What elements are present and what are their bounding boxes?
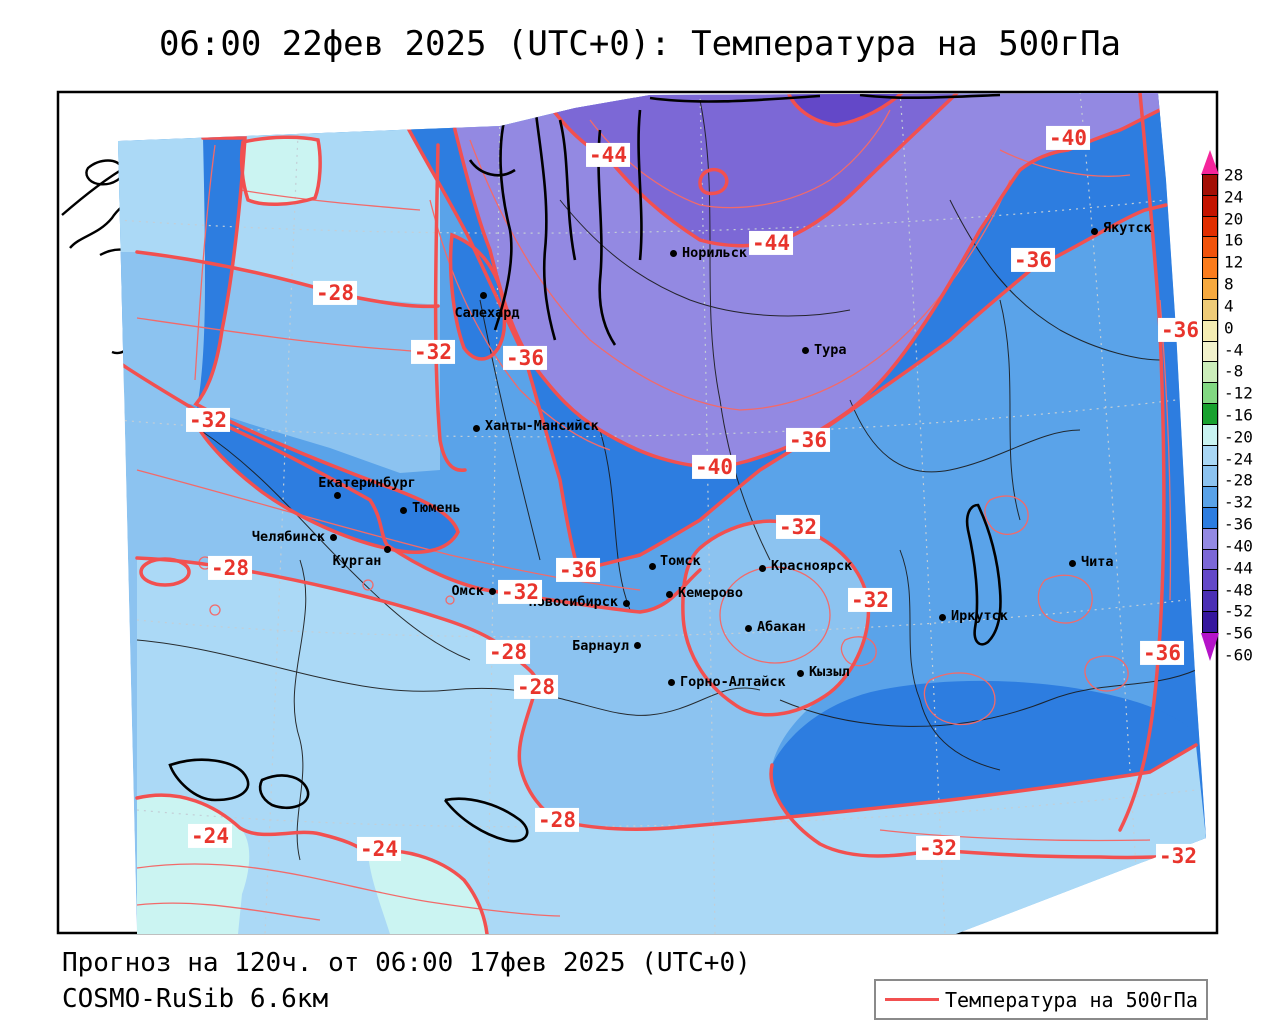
colorbar-band xyxy=(1202,382,1218,404)
colorbar-band xyxy=(1202,486,1218,508)
colorbar-tick: 16 xyxy=(1224,230,1244,250)
model-info: COSMO-RuSib 6.6км xyxy=(62,984,329,1014)
legend-label: Температура на 500гПа xyxy=(945,987,1198,1012)
colorbar-tick: 0 xyxy=(1224,318,1234,338)
forecast-info: Прогноз на 120ч. от 06:00 17фев 2025 (UT… xyxy=(62,948,751,978)
graticule xyxy=(118,93,1197,934)
field-region-nw--20--24 xyxy=(241,137,321,205)
colorbar-band xyxy=(1202,215,1218,238)
colorbar-band xyxy=(1202,423,1218,446)
field-region--40--44 xyxy=(448,93,1160,467)
field-region-vband--36--40 xyxy=(408,93,1166,570)
colorbar-tick: -32 xyxy=(1224,492,1253,512)
page-title: 06:00 22фев 2025 (UTC+0): Температура на… xyxy=(158,24,1122,64)
field-region-s-tongue--20--24 xyxy=(368,850,487,934)
colorbar-band xyxy=(1202,465,1218,488)
colorbar-band xyxy=(1202,194,1218,217)
temperature-contour-thin xyxy=(136,109,1172,921)
colorbar-tick: -52 xyxy=(1224,601,1253,621)
colorbar-tick: -40 xyxy=(1224,536,1253,556)
field-region--44--48 xyxy=(540,93,958,246)
colorbar-band xyxy=(1202,402,1218,425)
colorbar-band xyxy=(1202,298,1218,321)
field-region-pocket--28--32 xyxy=(682,521,869,715)
colorbar-band xyxy=(1202,340,1218,363)
colorbar-band xyxy=(1202,319,1218,342)
field-region-east-strip--36--40 xyxy=(1120,93,1206,838)
colorbar-arrow-down xyxy=(1201,632,1219,661)
colorbar-tick: 12 xyxy=(1224,252,1244,272)
colorbar-band xyxy=(1202,590,1218,613)
colorbar-tick: -56 xyxy=(1224,623,1253,643)
colorbar-tick: -60 xyxy=(1224,645,1253,665)
colorbar-band xyxy=(1202,361,1218,384)
colorbar-band xyxy=(1202,611,1218,633)
colorbar-tick: -24 xyxy=(1224,449,1253,469)
colorbar-tick: 8 xyxy=(1224,274,1234,294)
field-region-salekhard--36--40 xyxy=(450,235,505,360)
colorbar-tick: -8 xyxy=(1224,361,1244,381)
colorbar-tick: 28 xyxy=(1224,165,1244,185)
colorbar-tick: -4 xyxy=(1224,340,1244,360)
colorbar-tick: -16 xyxy=(1224,405,1253,425)
colorbar-band xyxy=(1202,507,1218,529)
colorbar-tick: -48 xyxy=(1224,580,1253,600)
colorbar-tick: -12 xyxy=(1224,383,1253,403)
temperature-colorbar xyxy=(1201,150,1219,661)
colorbar-tick: 24 xyxy=(1224,187,1244,207)
colorbar-tick: -44 xyxy=(1224,558,1253,578)
colorbar-band xyxy=(1202,174,1218,196)
legend-box: Температура на 500гПа xyxy=(874,979,1208,1020)
colorbar-tick: 4 xyxy=(1224,296,1234,316)
colorbar-tick: 20 xyxy=(1224,209,1244,229)
colorbar-tick: -36 xyxy=(1224,514,1253,534)
colorbar-band xyxy=(1202,444,1218,467)
colorbar-tick: -20 xyxy=(1224,427,1253,447)
field-region--48--52 xyxy=(788,93,903,125)
colorbar-arrow-up xyxy=(1201,150,1219,175)
colorbar-tick: -28 xyxy=(1224,470,1253,490)
colorbar-band xyxy=(1202,278,1218,300)
colorbar-band xyxy=(1202,236,1218,259)
legend-line-sample xyxy=(885,998,939,1001)
colorbar-band xyxy=(1202,548,1218,571)
colorbar-band xyxy=(1202,569,1218,592)
field-region-ural--36--40 xyxy=(194,138,458,553)
colorbar-band xyxy=(1202,257,1218,280)
colorbar-band xyxy=(1202,527,1218,550)
